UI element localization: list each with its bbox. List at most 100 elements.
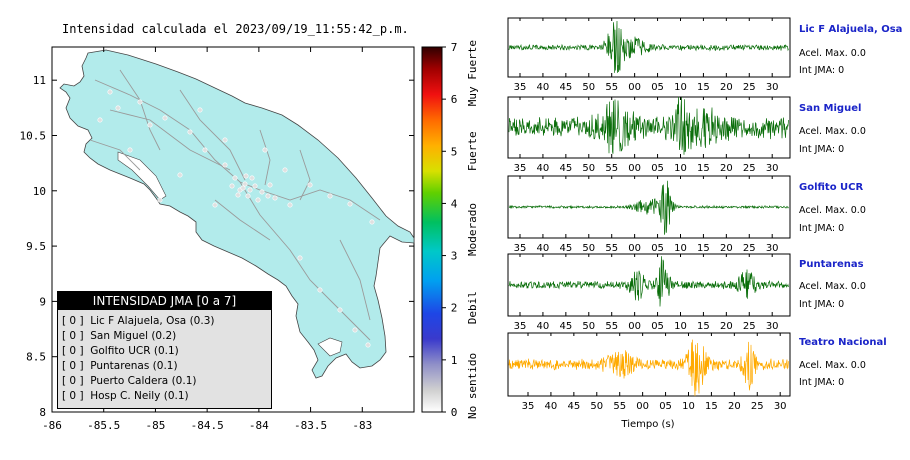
waveform-line <box>508 256 789 307</box>
town-dot <box>197 107 203 113</box>
town-dot <box>107 89 113 95</box>
station-name: Puntarenas <box>799 259 864 270</box>
waveform-line <box>508 20 789 73</box>
colorbar-class-label: Fuerte <box>466 131 479 171</box>
wave-tick-label: 05 <box>651 321 664 332</box>
colorbar-class-label: No sentido <box>466 353 479 419</box>
wave-tick-label: 05 <box>651 163 664 174</box>
station-jma: Int JMA: 0 <box>799 377 845 388</box>
legend-row: [ 0 ] San Miguel (0.2) <box>62 330 177 342</box>
legend-title: INTENSIDAD JMA [0 a 7] <box>58 292 271 310</box>
wave-tick-label: 00 <box>628 321 641 332</box>
wave-tick-label: 30 <box>766 243 779 254</box>
y-tick-label: 8.5 <box>26 351 46 364</box>
wave-tick-label: 10 <box>674 243 687 254</box>
town-dot <box>240 185 246 191</box>
wave-tick-label: 40 <box>537 321 550 332</box>
colorbar-tick-label: 7 <box>451 41 458 54</box>
town-dot <box>222 162 228 168</box>
colorbar-tick-label: 3 <box>451 250 458 263</box>
town-dot <box>115 105 121 111</box>
station-jma: Int JMA: 0 <box>799 65 845 76</box>
town-dot <box>137 99 143 105</box>
wave-tick-label: 40 <box>537 243 550 254</box>
town-dot <box>97 117 103 123</box>
town-dot <box>147 122 153 128</box>
station-acel: Acel. Max. 0.0 <box>799 205 866 216</box>
x-tick-label: -85 <box>145 419 165 432</box>
x-tick-label: -84.5 <box>191 419 224 432</box>
station-jma: Int JMA: 0 <box>799 299 845 310</box>
wave-tick-label: 40 <box>545 401 558 412</box>
town-dot <box>267 182 273 188</box>
town-dot <box>272 195 278 201</box>
legend-row: [ 0 ] Puerto Caldera (0.1) <box>62 375 197 387</box>
wave-tick-label: 20 <box>720 321 733 332</box>
town-dot <box>202 147 208 153</box>
wave-tick-label: 30 <box>766 82 779 93</box>
wave-tick-label: 35 <box>514 321 527 332</box>
wave-tick-label: 35 <box>514 243 527 254</box>
town-dot <box>347 201 353 207</box>
town-dot <box>317 287 323 293</box>
wave-tick-label: 45 <box>559 243 572 254</box>
station-name: Teatro Nacional <box>799 337 887 348</box>
town-dot <box>187 129 193 135</box>
wave-tick-label: 25 <box>743 321 756 332</box>
town-dot <box>352 327 358 333</box>
wave-tick-label: 10 <box>674 321 687 332</box>
y-tick-label: 9.5 <box>26 240 46 253</box>
wave-tick-label: 30 <box>774 401 787 412</box>
y-tick-label: 11 <box>33 74 46 87</box>
wave-tick-label: 05 <box>651 82 664 93</box>
town-dot <box>365 342 371 348</box>
colorbar-tick-label: 2 <box>451 302 458 315</box>
seismogram-panel: 35 40 45 50 55 00 05 10 15 20 25 30 <box>507 175 791 254</box>
y-tick-label: 10 <box>33 185 46 198</box>
town-dot <box>162 115 168 121</box>
wave-tick-label: 00 <box>628 243 641 254</box>
wave-tick-label: 10 <box>674 163 687 174</box>
map-x-axis: -86 -85.5 -85 -84.5 -84 -83.5 -83 <box>42 47 372 432</box>
station-jma: Int JMA: 0 <box>799 223 845 234</box>
wave-tick-label: 20 <box>728 401 741 412</box>
y-tick-label: 8 <box>39 406 46 419</box>
town-dot <box>242 181 248 187</box>
wave-tick-label: 10 <box>674 82 687 93</box>
colorbar-tick-label: 5 <box>451 145 458 158</box>
wave-tick-label: 15 <box>697 163 710 174</box>
station-dots <box>97 89 375 348</box>
wave-tick-label: 20 <box>720 163 733 174</box>
x-tick-label: -83 <box>352 419 372 432</box>
town-dot <box>222 137 228 143</box>
y-tick-label: 10.5 <box>20 129 47 142</box>
panel-frame <box>507 332 791 397</box>
station-name: Golfito UCR <box>799 182 864 193</box>
wave-tick-label: 10 <box>682 401 695 412</box>
town-dot <box>307 182 313 188</box>
wave-tick-label: 35 <box>514 163 527 174</box>
colorbar-class-label: Debil <box>466 291 479 324</box>
wave-tick-label: 55 <box>605 163 618 174</box>
town-dot <box>337 307 343 313</box>
wave-tick-label: 20 <box>720 243 733 254</box>
map-y-axis: 11 10.5 10 9.5 9 8.5 8 <box>20 74 414 419</box>
x-tick-label: -86 <box>42 419 62 432</box>
town-dot <box>232 175 238 181</box>
wave-tick-label: 15 <box>697 82 710 93</box>
wave-tick-label: 55 <box>605 243 618 254</box>
wave-tick-label: 00 <box>628 163 641 174</box>
wave-tick-label: 00 <box>636 401 649 412</box>
legend-row: [ 0 ] Puntarenas (0.1) <box>62 360 178 372</box>
town-dot <box>287 202 293 208</box>
wave-tick-label: 30 <box>766 163 779 174</box>
town-dot <box>177 172 183 178</box>
town-dot <box>212 202 218 208</box>
town-dot <box>369 219 375 225</box>
town-dot <box>247 187 253 193</box>
station-acel: Acel. Max. 0.0 <box>799 360 866 371</box>
town-dot <box>265 193 271 199</box>
wave-tick-label: 50 <box>582 321 595 332</box>
wave-tick-label: 00 <box>628 82 641 93</box>
waveform-line <box>508 339 789 397</box>
